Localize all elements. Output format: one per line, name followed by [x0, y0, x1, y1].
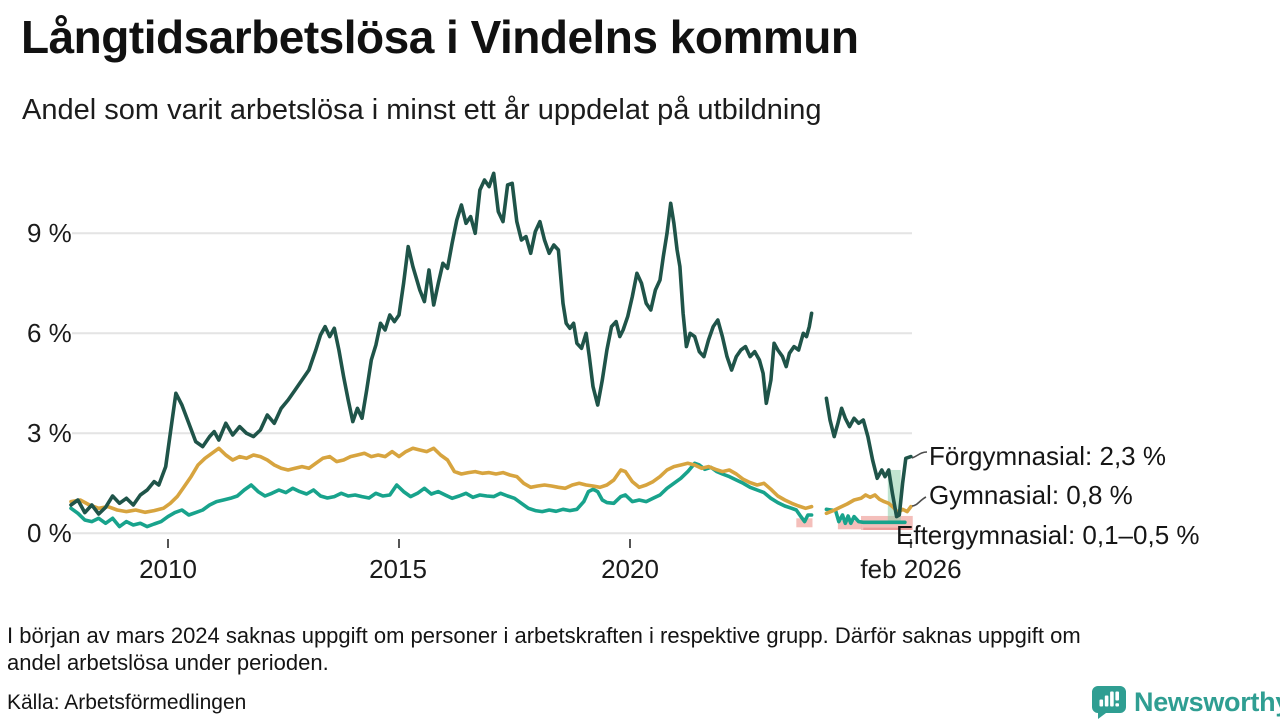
source-caption: Källa: Arbetsförmedlingen	[7, 691, 247, 714]
x-tick-label-2010: 2010	[139, 554, 197, 584]
uncertainty-band	[863, 527, 912, 530]
x-axis-ticks	[167, 539, 912, 548]
y-tick-label-3: 3 %	[27, 418, 72, 448]
series-line-eftergymnasial	[69, 461, 814, 529]
gridlines	[72, 232, 912, 535]
series-label-gymnasial: Gymnasial: 0,8 %	[929, 480, 1133, 510]
x-tick-label-2015: 2015	[369, 554, 427, 584]
series-label-eftergymnasial: Eftergymnasial: 0,1–0,5 %	[896, 520, 1200, 550]
y-tick-label-6: 6 %	[27, 318, 72, 348]
footnote-line-1: I början av mars 2024 saknas uppgift om …	[7, 623, 1081, 648]
chart-subtitle: Andel som varit arbetslösa i minst ett å…	[22, 94, 822, 126]
chart-title: Långtidsarbetslösa i Vindelns kommun	[21, 11, 859, 63]
label-connector-forgymnasial	[911, 451, 928, 459]
x-tick-label-2020: 2020	[601, 554, 659, 584]
series-line-förgymnasial	[824, 396, 913, 519]
y-tick-label-9: 9 %	[27, 218, 72, 248]
series-line-förgymnasial	[69, 171, 814, 516]
footnote-line-2: andel arbetslösa under perioden.	[7, 650, 329, 675]
label-connector-gymnasial	[911, 496, 927, 507]
series-label-forgymnasial: Förgymnasial: 2,3 %	[929, 441, 1166, 471]
newsworthy-bubble-icon	[1092, 686, 1126, 719]
newsworthy-logo: Newsworthy	[1092, 686, 1280, 719]
series-lines	[69, 171, 913, 529]
uncertainty-band	[837, 520, 862, 530]
x-tick-label-feb-2026: feb 2026	[860, 554, 962, 584]
y-tick-label-0: 0 %	[27, 518, 72, 548]
series-line-gymnasial	[69, 446, 814, 515]
newsworthy-wordmark: Newsworthy	[1134, 687, 1280, 717]
